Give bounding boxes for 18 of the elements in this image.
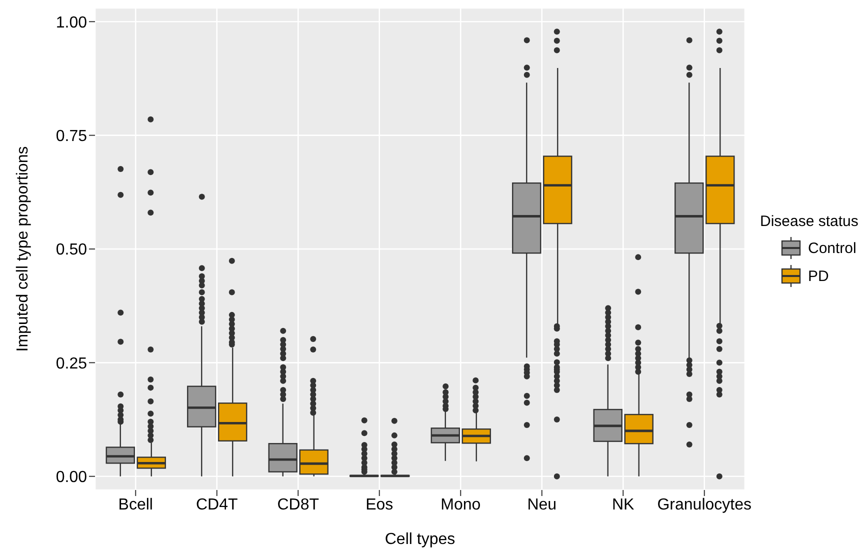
- legend-label: PD: [808, 268, 829, 284]
- legend-title: Disease status: [760, 213, 858, 230]
- legend-label: Control: [808, 240, 856, 256]
- y-tick-label: 0.75: [56, 128, 88, 145]
- x-tick-label: Neu: [527, 496, 557, 514]
- x-tick-label: Eos: [366, 496, 394, 514]
- x-axis-title: Cell types: [384, 531, 456, 548]
- y-tick-label: 0.25: [56, 355, 88, 372]
- x-tick-label: CD4T: [196, 496, 238, 514]
- x-tick-label: Bcell: [118, 496, 153, 514]
- x-tick-label: Mono: [440, 496, 481, 514]
- x-tick-label: Granulocytes: [657, 496, 752, 514]
- y-tick-label: 1.00: [56, 14, 88, 32]
- y-tick-label: 0.50: [56, 242, 88, 259]
- x-tick-label: NK: [612, 496, 635, 514]
- y-tick-label: 0.00: [56, 469, 88, 486]
- y-axis-title: Imputed cell type proportions: [14, 146, 32, 352]
- x-tick-label: CD8T: [277, 496, 320, 514]
